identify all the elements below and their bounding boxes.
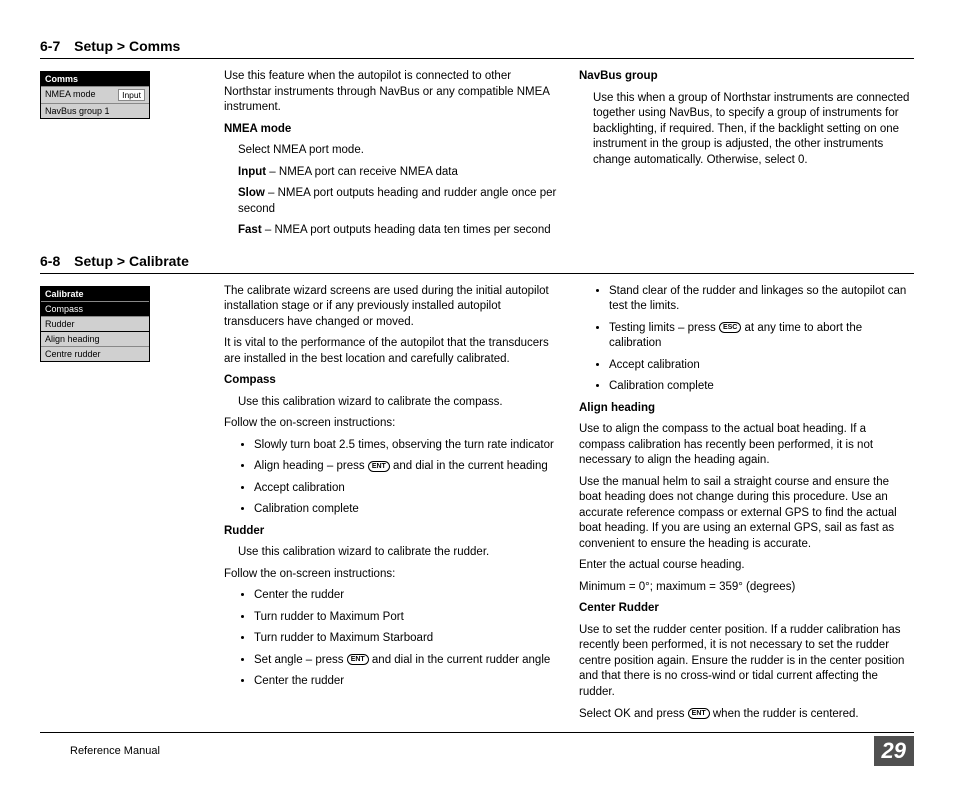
esc-icon: ESC — [719, 322, 741, 333]
menu-row-centre: Centre rudder — [41, 346, 149, 361]
bullet: Set angle – press ENT and dial in the cu… — [254, 653, 559, 669]
navbus-heading: NavBus group — [579, 70, 658, 82]
menu-row-compass: Compass — [41, 301, 149, 316]
align-p3: Enter the actual course heading. — [579, 558, 914, 574]
page-footer: Reference Manual 29 — [40, 732, 914, 766]
left-column: Calibrate Compass Rudder Align heading C… — [40, 284, 210, 728]
menu-row-align: Align heading — [41, 331, 149, 346]
calibrate-p2: It is vital to the performance of the au… — [224, 336, 559, 367]
intro-text: Use this feature when the autopilot is c… — [224, 69, 559, 116]
bullet: Turn rudder to Maximum Starboard — [254, 631, 559, 647]
align-p4: Minimum = 0°; maximum = 359° (degrees) — [579, 580, 914, 596]
center-rudder-p1: Use to set the rudder center position. I… — [579, 623, 914, 701]
left-column: Comms NMEA mode Input NavBus group 1 — [40, 69, 210, 245]
section-number: 6-7 — [40, 38, 60, 54]
def-fast: Fast – NMEA port outputs heading data te… — [238, 223, 559, 239]
bullet: Calibration complete — [254, 502, 559, 518]
def-slow: Slow – NMEA port outputs heading and rud… — [238, 186, 559, 217]
bullet: Accept calibration — [609, 358, 914, 374]
nmea-mode-heading: NMEA mode — [224, 123, 291, 135]
navbus-text: Use this when a group of Northstar instr… — [593, 91, 914, 169]
comms-menu-box: Comms NMEA mode Input NavBus group 1 — [40, 71, 150, 119]
section-header-calibrate: 6-8 Setup > Calibrate — [40, 253, 914, 274]
bullet: Calibration complete — [609, 379, 914, 395]
ent-icon: ENT — [368, 461, 390, 472]
bullet: Align heading – press ENT and dial in th… — [254, 459, 559, 475]
menu-row-navbus: NavBus group 1 — [41, 103, 149, 118]
align-heading-heading: Align heading — [579, 402, 655, 414]
section-body-comms: Comms NMEA mode Input NavBus group 1 Use… — [40, 69, 914, 245]
page-number: 29 — [874, 736, 914, 766]
def-input: Input – NMEA port can receive NMEA data — [238, 165, 559, 181]
bullet: Center the rudder — [254, 674, 559, 690]
compass-heading: Compass — [224, 374, 276, 386]
calibrate-menu-box: Calibrate Compass Rudder Align heading C… — [40, 286, 150, 362]
bullet: Stand clear of the rudder and linkages s… — [609, 284, 914, 315]
menu-label: NMEA mode — [45, 89, 96, 101]
column-2: NavBus group Use this when a group of No… — [579, 69, 914, 245]
text-columns: Use this feature when the autopilot is c… — [224, 69, 914, 245]
page-container: 6-7 Setup > Comms Comms NMEA mode Input … — [0, 0, 954, 748]
footer-reference: Reference Manual — [70, 745, 160, 757]
align-p2: Use the manual helm to sail a straight c… — [579, 475, 914, 553]
nmea-mode-line: Select NMEA port mode. — [238, 143, 559, 159]
text-columns: The calibrate wizard screens are used du… — [224, 284, 914, 728]
menu-title: Calibrate — [41, 287, 149, 301]
center-rudder-p2: Select OK and press ENT when the rudder … — [579, 707, 914, 723]
rudder-line: Use this calibration wizard to calibrate… — [238, 545, 559, 561]
column-1: The calibrate wizard screens are used du… — [224, 284, 559, 728]
bullet: Turn rudder to Maximum Port — [254, 610, 559, 626]
section-title: Setup > Calibrate — [74, 253, 189, 269]
follow-instructions-1: Follow the on-screen instructions: — [224, 416, 559, 432]
bullet: Slowly turn boat 2.5 times, observing th… — [254, 438, 559, 454]
cont-bullets: Stand clear of the rudder and linkages s… — [609, 284, 914, 395]
bullet: Accept calibration — [254, 481, 559, 497]
section-number: 6-8 — [40, 253, 60, 269]
compass-bullets: Slowly turn boat 2.5 times, observing th… — [254, 438, 559, 518]
ent-icon: ENT — [688, 708, 710, 719]
rudder-bullets: Center the rudder Turn rudder to Maximum… — [254, 588, 559, 690]
align-p1: Use to align the compass to the actual b… — [579, 422, 914, 469]
bullet: Center the rudder — [254, 588, 559, 604]
section-header-comms: 6-7 Setup > Comms — [40, 38, 914, 59]
bullet: Testing limits – press ESC at any time t… — [609, 321, 914, 352]
follow-instructions-2: Follow the on-screen instructions: — [224, 567, 559, 583]
menu-value: Input — [118, 89, 145, 101]
section-body-calibrate: Calibrate Compass Rudder Align heading C… — [40, 284, 914, 728]
menu-title: Comms — [41, 72, 149, 86]
menu-row-rudder: Rudder — [41, 316, 149, 331]
calibrate-p1: The calibrate wizard screens are used du… — [224, 284, 559, 331]
column-1: Use this feature when the autopilot is c… — [224, 69, 559, 245]
column-2: Stand clear of the rudder and linkages s… — [579, 284, 914, 728]
menu-row-nmea: NMEA mode Input — [41, 86, 149, 103]
compass-line: Use this calibration wizard to calibrate… — [238, 395, 559, 411]
ent-icon: ENT — [347, 654, 369, 665]
center-rudder-heading: Center Rudder — [579, 602, 659, 614]
section-title: Setup > Comms — [74, 38, 180, 54]
rudder-heading: Rudder — [224, 525, 264, 537]
